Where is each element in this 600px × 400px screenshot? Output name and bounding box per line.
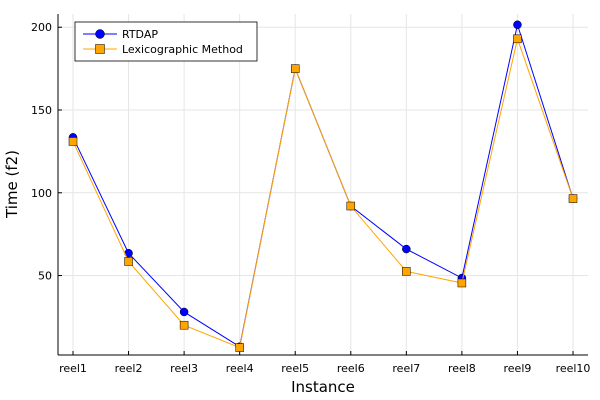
data-point [68, 137, 78, 146]
data-point [457, 278, 467, 288]
legend: RTDAP Lexicographic Method [74, 21, 258, 62]
x-tick-label: reel3 [170, 362, 198, 375]
x-tick-label: reel1 [59, 362, 87, 375]
y-tick-label: 50 [38, 270, 52, 283]
y-tick-label: 200 [31, 21, 52, 34]
legend-item-rtdap: RTDAP [83, 28, 158, 41]
y-tick-labels: 50 100 150 200 [31, 21, 62, 283]
legend-box [74, 21, 258, 62]
y-tick-label: 150 [31, 104, 52, 117]
data-point [179, 307, 189, 317]
y-axis-title: Time (f2) [3, 150, 21, 219]
x-tick-label: reel8 [448, 362, 476, 375]
series-line [72, 22, 574, 348]
data-point [402, 244, 411, 254]
x-tick-label: reel4 [226, 362, 254, 375]
data-point [124, 257, 133, 266]
x-axis-title: Instance [291, 378, 355, 396]
x-tick-label: reel10 [556, 362, 591, 375]
series-lexicographic [68, 34, 578, 352]
x-tick-label: reel9 [504, 362, 532, 375]
x-tick-label: reel5 [281, 362, 309, 375]
legend-label-lexicographic: Lexicographic Method [122, 43, 243, 56]
legend-item-lexicographic: Lexicographic Method [83, 43, 243, 56]
legend-marker-rtdap [95, 29, 105, 39]
grid [58, 14, 588, 355]
x-tick-label: reel6 [337, 362, 365, 375]
data-point [513, 20, 522, 30]
series [68, 20, 578, 352]
data-point [346, 201, 356, 211]
data-point [568, 194, 578, 203]
legend-marker-lexicographic [95, 44, 105, 54]
series-rtdap [68, 20, 578, 351]
data-point [179, 320, 189, 330]
data-point [402, 267, 411, 276]
axes [57, 14, 588, 356]
x-tick-label: reel2 [115, 362, 143, 375]
data-point [235, 343, 244, 352]
x-tick-label: reel7 [392, 362, 420, 375]
data-point [290, 64, 300, 73]
y-tick-label: 100 [31, 187, 52, 200]
x-tick-labels: reel1 reel2 reel3 reel4 reel5 reel6 reel7 reel8… [59, 351, 590, 375]
series-line [72, 37, 574, 349]
data-point [513, 34, 522, 44]
legend-label-rtdap: RTDAP [122, 28, 158, 41]
